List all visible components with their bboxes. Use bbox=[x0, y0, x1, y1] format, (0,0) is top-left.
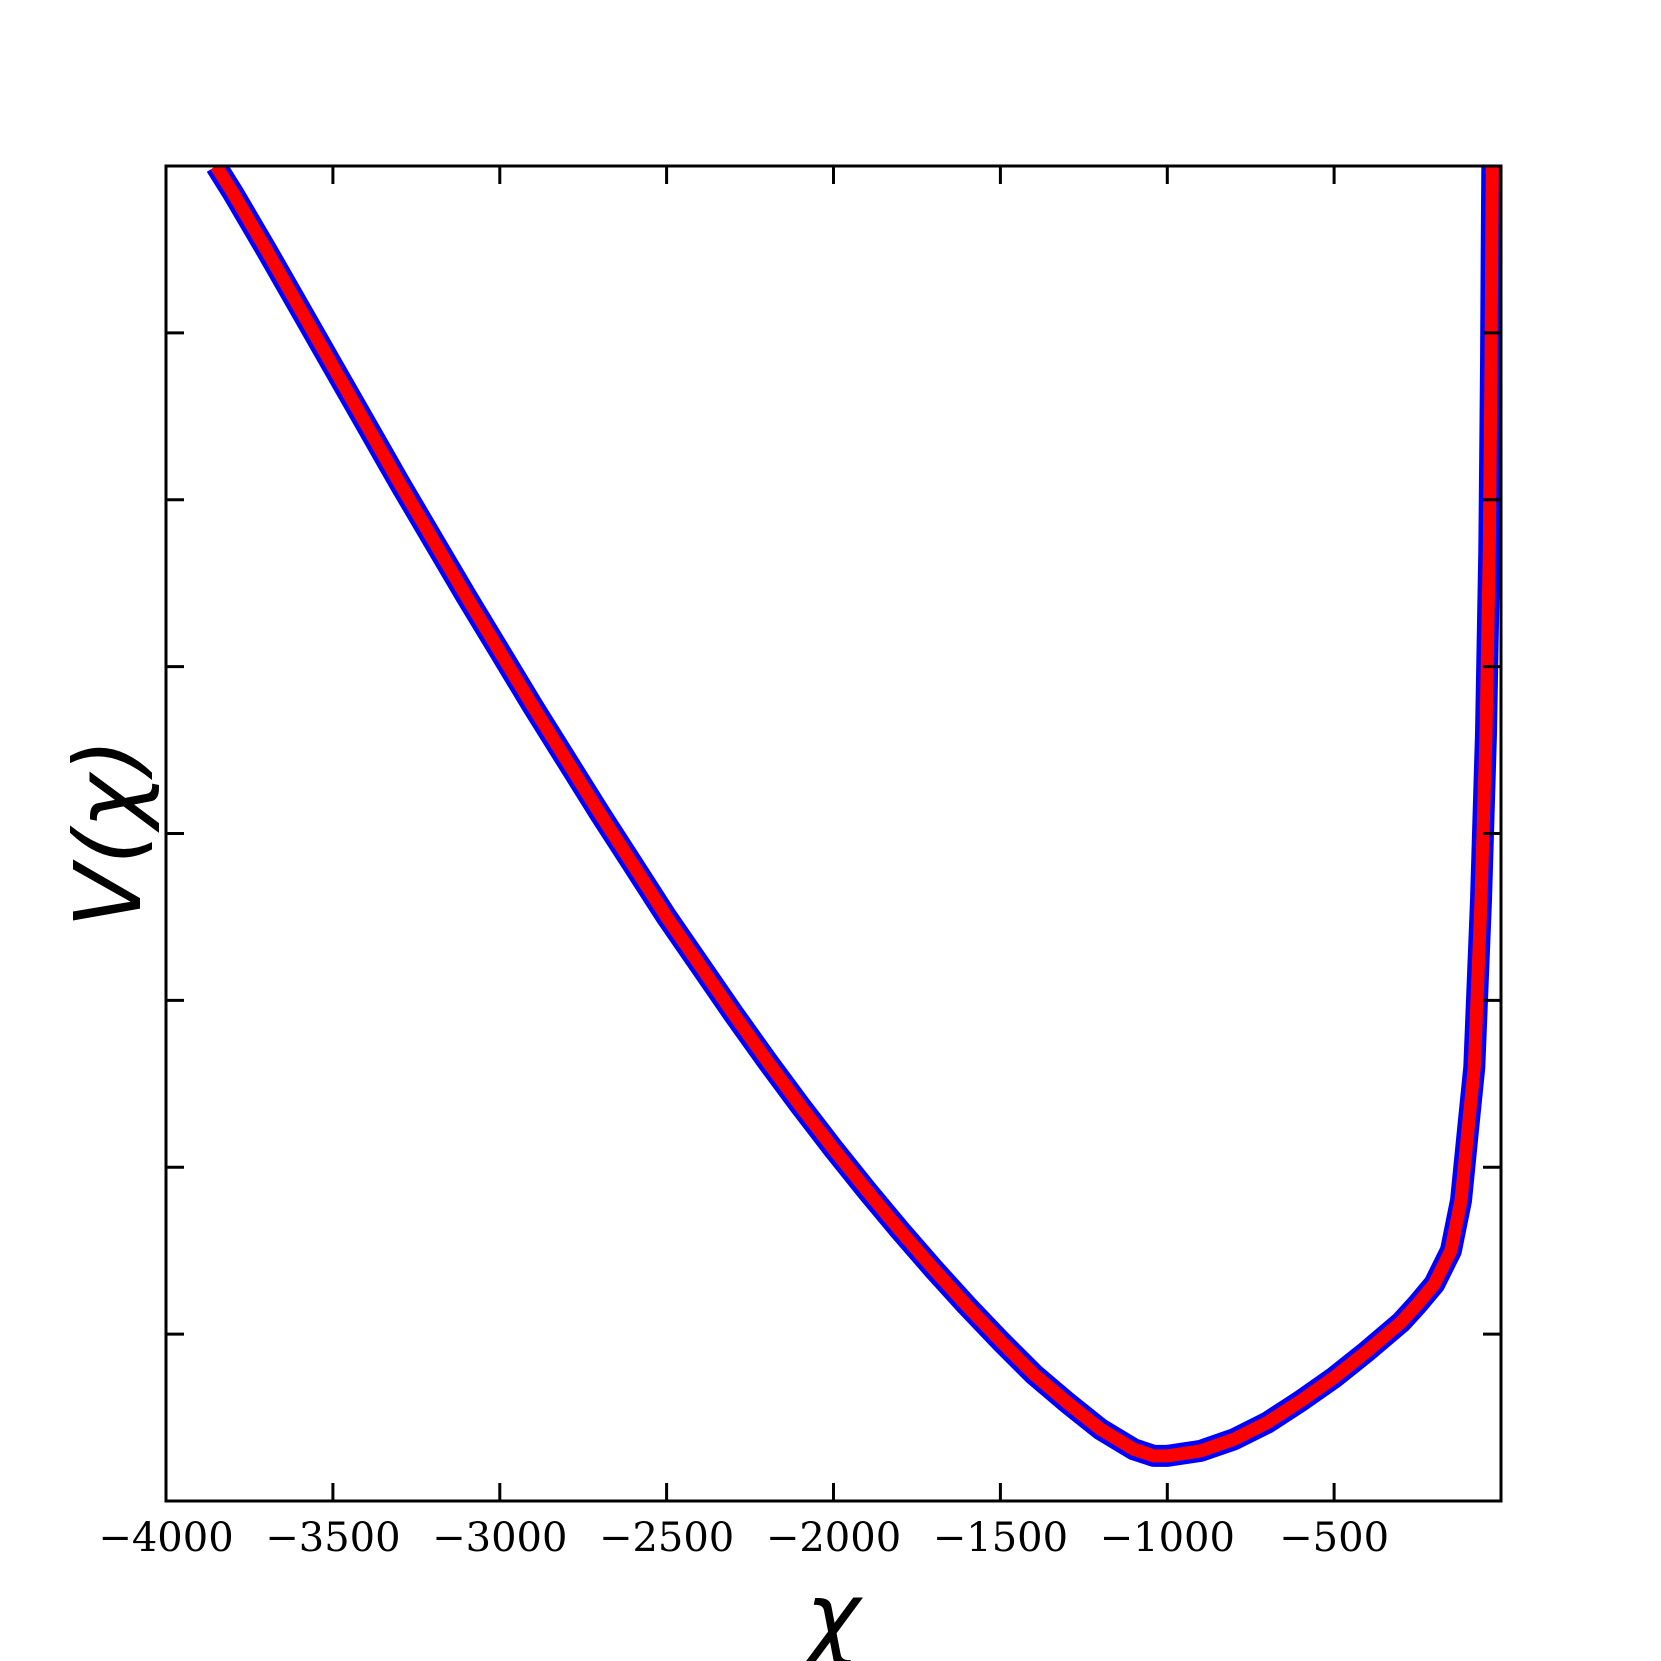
x-tick-label: −3000 bbox=[432, 1515, 567, 1561]
x-tick-label: −1500 bbox=[933, 1515, 1068, 1561]
x-tick-label: −500 bbox=[1279, 1515, 1389, 1561]
series-line-outline-0 bbox=[206, 166, 1501, 1467]
y-axis-title: V(χ) bbox=[55, 738, 162, 927]
series-line-0 bbox=[210, 166, 1499, 1463]
plot-frame bbox=[164, 164, 1503, 1503]
x-tick-label: −2000 bbox=[766, 1515, 901, 1561]
x-axis-title: χ bbox=[801, 1563, 864, 1661]
axis-ticks: −4000 −3500 −3000 −2500 −2000 −1500 −1000 −500 bbox=[98, 166, 1501, 1561]
plot-area bbox=[206, 166, 1501, 1467]
x-tick-label: −3500 bbox=[265, 1515, 400, 1561]
x-tick-label: −1000 bbox=[1100, 1515, 1235, 1561]
x-tick-label: −4000 bbox=[98, 1515, 233, 1561]
x-tick-label: −2500 bbox=[599, 1515, 734, 1561]
